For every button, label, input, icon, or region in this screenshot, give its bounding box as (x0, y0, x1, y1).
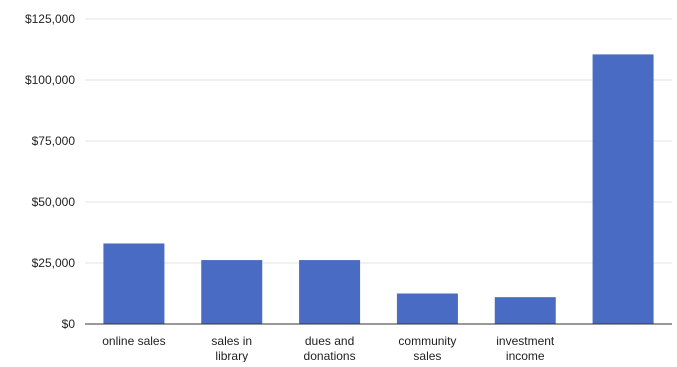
x-tick-label: donations (304, 349, 356, 362)
x-tick-label: sales in (211, 334, 252, 348)
bar (396, 293, 458, 324)
bar (592, 54, 654, 324)
bar (103, 243, 165, 324)
x-tick-label: community (398, 334, 456, 348)
x-tick-label: dues and (305, 334, 354, 348)
y-axis-tick-labels: $0 $25,000 $50,000 $75,000 $100,000 $125,000 (25, 12, 75, 331)
y-tick-label: $0 (62, 317, 76, 331)
x-tick-label: income (506, 349, 545, 362)
x-tick-label: online sales (102, 334, 165, 348)
x-tick-label: investment (496, 334, 555, 348)
bar (494, 297, 556, 324)
bars (103, 54, 654, 324)
y-tick-label: $50,000 (32, 195, 76, 209)
y-tick-label: $125,000 (25, 12, 75, 26)
y-tick-label: $25,000 (32, 256, 76, 270)
x-tick-label: library (215, 349, 248, 362)
bar (299, 260, 361, 324)
y-tick-label: $75,000 (32, 134, 76, 148)
x-tick-label: sales (413, 349, 441, 362)
y-tick-label: $100,000 (25, 73, 75, 87)
bar (201, 260, 263, 324)
gridlines (85, 18, 672, 264)
